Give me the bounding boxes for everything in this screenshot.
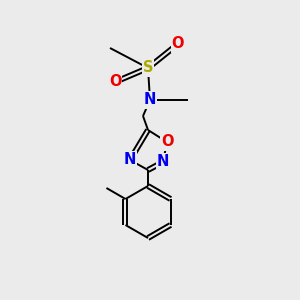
Text: O: O — [109, 74, 121, 89]
Text: O: O — [161, 134, 173, 149]
Text: O: O — [172, 37, 184, 52]
Text: N: N — [144, 92, 156, 107]
Text: S: S — [143, 61, 153, 76]
Text: N: N — [157, 154, 169, 169]
Text: N: N — [124, 152, 136, 167]
